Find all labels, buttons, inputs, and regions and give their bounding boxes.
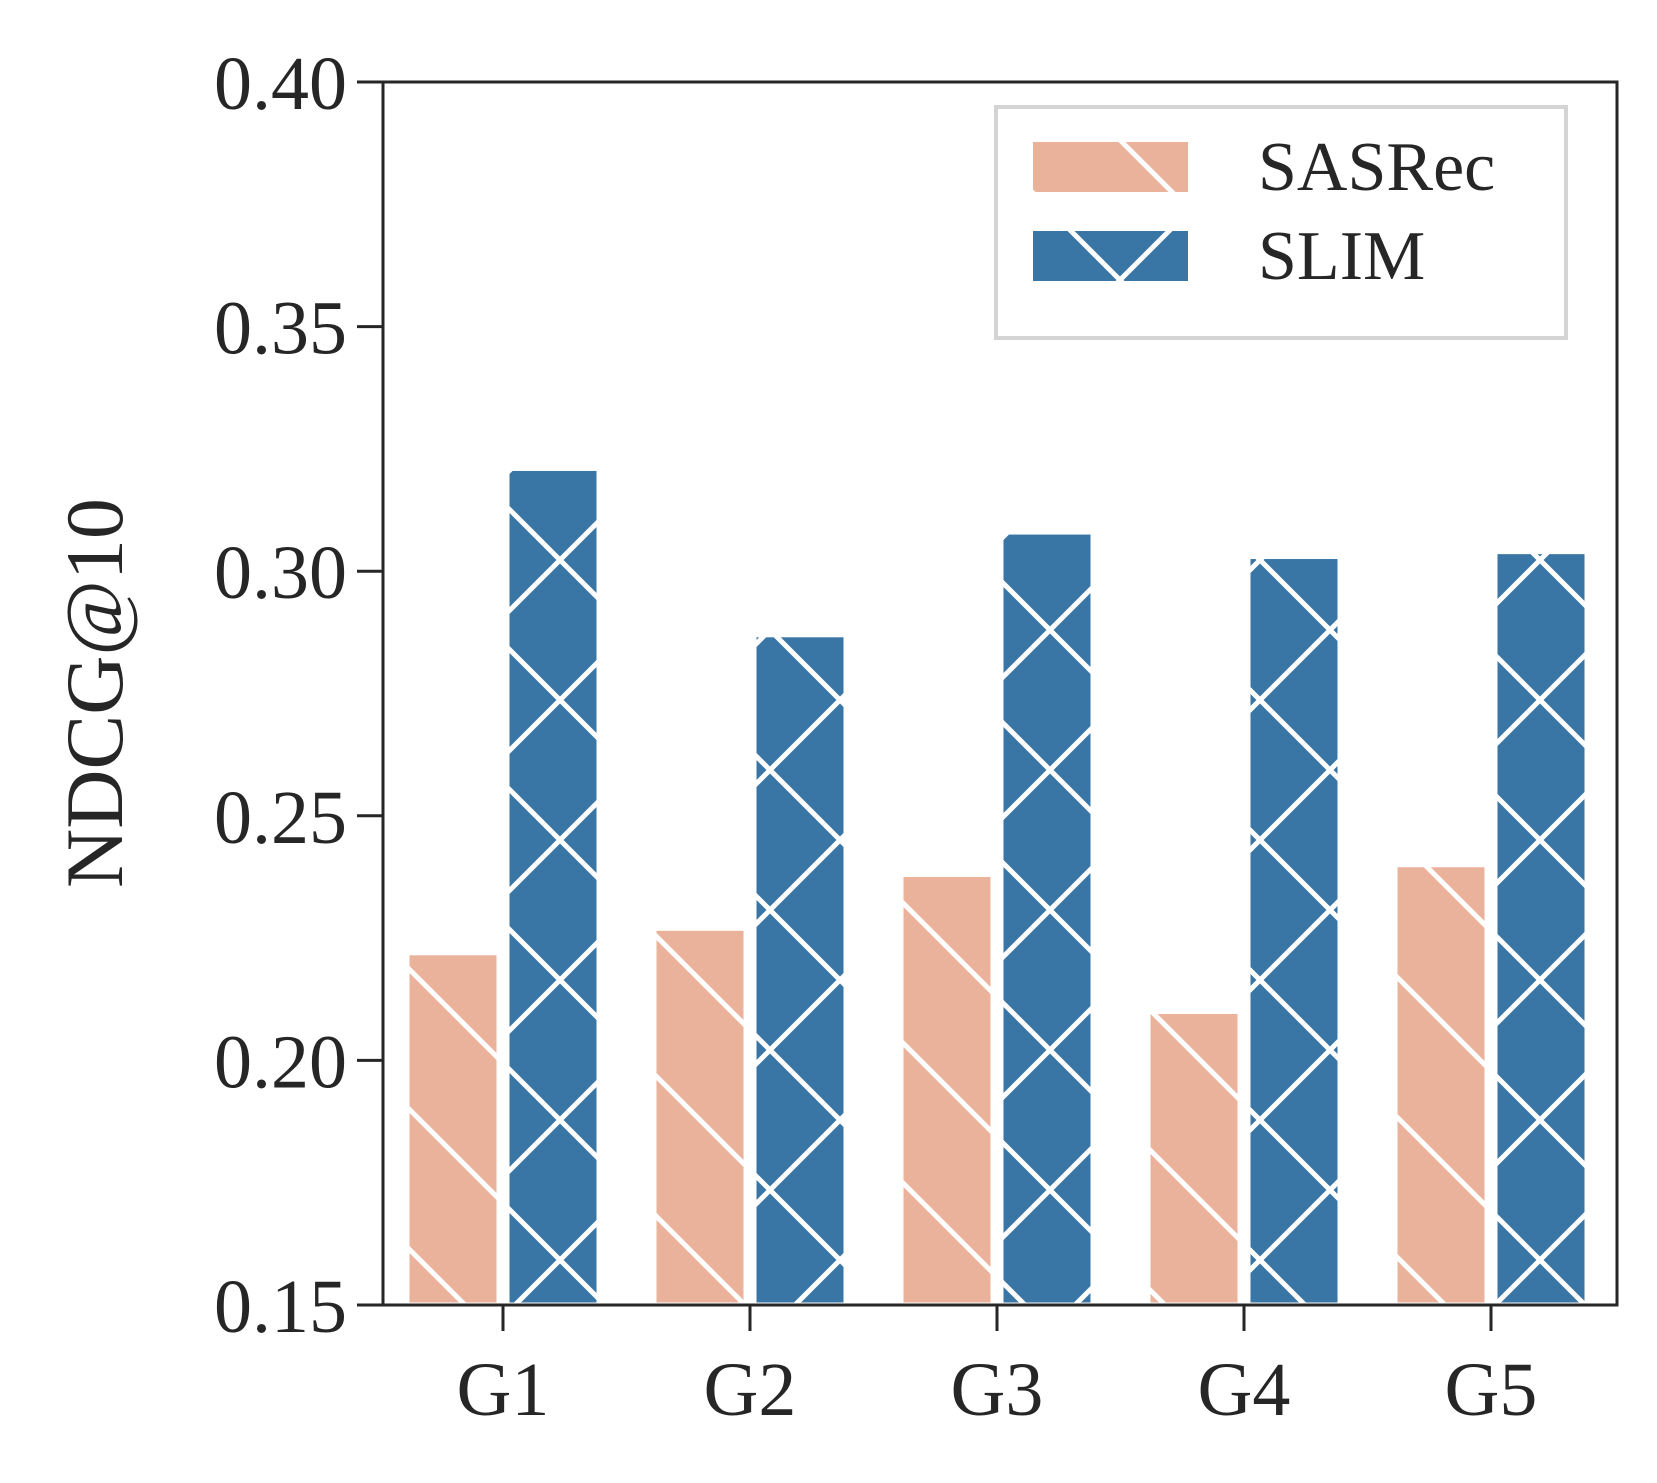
plot-area-frame (381, 80, 1619, 1307)
bar-sasrec-g5 (1395, 864, 1487, 1305)
y-tick-label: 0.15 (214, 1265, 347, 1349)
bars (406, 467, 1588, 1306)
x-tick-label-g3: G3 (951, 1348, 1044, 1432)
legend-label-slim: SLIM (1258, 218, 1425, 295)
bar-sasrec-g2 (654, 928, 746, 1305)
x-tick-label-g2: G2 (704, 1348, 797, 1432)
y-tick-label: 0.25 (214, 776, 347, 860)
bar-slim-g1 (507, 468, 599, 1305)
x-tick-label-g5: G5 (1445, 1348, 1538, 1432)
legend-label-sasrec: SASRec (1258, 129, 1495, 206)
bar-slim-g5 (1495, 551, 1587, 1305)
y-tick-label: 0.30 (214, 531, 347, 615)
y-tick-label: 0.40 (214, 42, 347, 126)
x-tick-label-g1: G1 (457, 1348, 550, 1432)
y-tick-label: 0.20 (214, 1020, 347, 1104)
y-axis: 0.15 0.20 0.25 0.30 0.35 0.40 (214, 42, 383, 1349)
legend-swatch-sasrec (1033, 142, 1188, 192)
bar-slim-g2 (754, 634, 846, 1305)
legend: SASRec SLIM (994, 105, 1568, 340)
bar-sasrec-g1 (407, 952, 499, 1305)
x-tick-label-g4: G4 (1198, 1348, 1291, 1432)
bar-slim-g4 (1248, 556, 1340, 1305)
y-axis-title: NDCG@10 (49, 498, 140, 888)
bar-sasrec-g3 (901, 874, 993, 1305)
x-axis: G1 G2 G3 G4 G5 (457, 1305, 1538, 1432)
bar-slim-g3 (1001, 532, 1093, 1305)
bar-sasrec-g4 (1148, 1011, 1240, 1305)
legend-swatch-slim (1033, 231, 1188, 281)
y-tick-label: 0.35 (214, 287, 347, 371)
